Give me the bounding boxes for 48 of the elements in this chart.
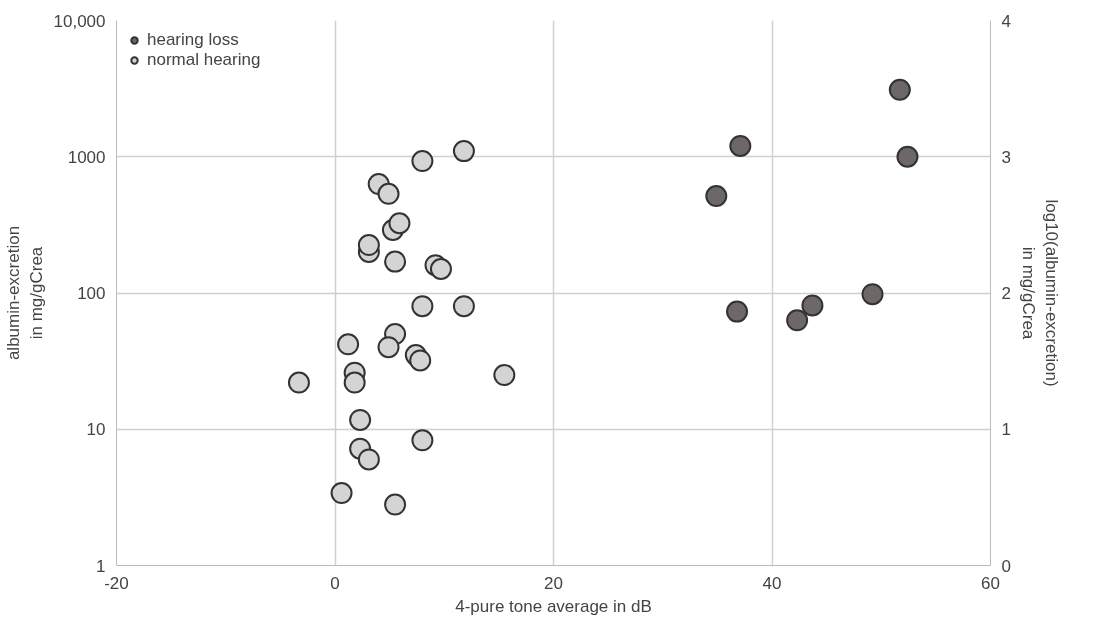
point	[726, 300, 749, 323]
y2-tick-label: 0	[1001, 556, 1011, 576]
y2-tick-label: 2	[1001, 284, 1011, 303]
y-tick-label: 1	[96, 556, 106, 576]
y2-tick-label: 4	[1001, 11, 1011, 31]
legend-label: hearing loss	[147, 30, 239, 50]
point	[343, 371, 366, 394]
legend-label: normal hearing	[147, 50, 261, 70]
point	[493, 364, 516, 387]
point	[888, 78, 911, 101]
y-axis-title: albumin-excretion in mg/gCrea	[3, 225, 46, 361]
x-tick-label: 40	[762, 573, 782, 593]
y-tick-label: 1000	[67, 147, 106, 167]
point	[384, 493, 407, 516]
point	[801, 294, 824, 317]
point	[409, 349, 432, 372]
x-tick-label: 20	[544, 573, 563, 593]
point	[705, 185, 728, 207]
point	[377, 182, 400, 205]
point	[287, 371, 310, 394]
point	[411, 295, 434, 318]
y-tick-label: 10	[86, 420, 106, 440]
x-tick-label: -20	[104, 573, 129, 593]
point	[384, 250, 407, 273]
x-axis-title: 4-pure tone average in dB	[455, 596, 652, 616]
x-tick-label: 60	[981, 573, 1000, 593]
point	[388, 212, 411, 235]
point	[861, 283, 884, 306]
point	[337, 333, 360, 356]
point	[377, 336, 400, 359]
x-tick-label: 0	[330, 573, 340, 593]
y-tick-label: 10,000	[53, 11, 106, 31]
point	[411, 150, 434, 173]
point	[786, 309, 809, 332]
point	[411, 429, 434, 452]
y2-tick-label: 1	[1001, 420, 1011, 440]
point	[357, 234, 380, 256]
point	[896, 145, 919, 168]
y2-axis-title: log10(albumin-excretion) in mg/gCrea	[1018, 199, 1061, 387]
y-tick-label: 100	[77, 284, 106, 303]
point	[349, 408, 372, 431]
point	[429, 258, 452, 280]
point	[729, 134, 752, 157]
point	[452, 140, 475, 163]
point	[357, 448, 380, 471]
point	[330, 482, 353, 505]
y2-tick-label: 3	[1001, 147, 1011, 167]
point	[452, 295, 475, 318]
